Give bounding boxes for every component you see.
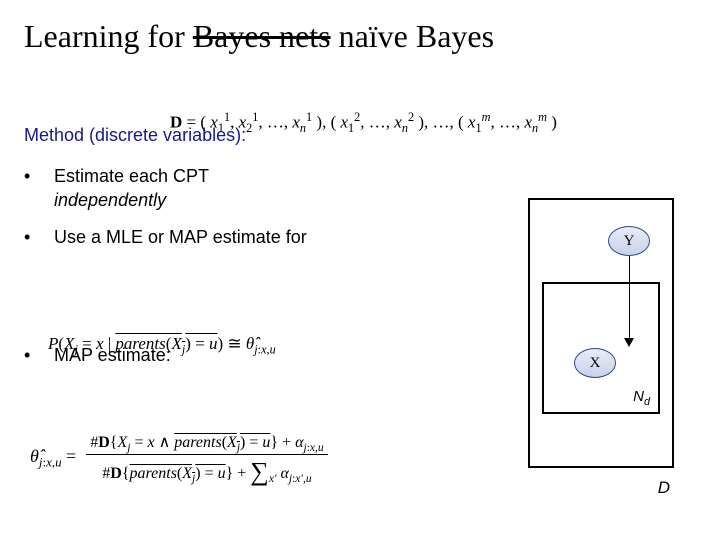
nd-sub: d xyxy=(644,396,650,408)
node-y-label: Y xyxy=(624,233,635,250)
slide-title: Learning for Bayes nets naïve Bayes xyxy=(0,0,720,55)
plate-inner-count: Nd xyxy=(633,388,650,408)
bullet-2-text: Use a MLE or MAP estimate for xyxy=(54,225,307,249)
node-x: X xyxy=(574,348,616,378)
formula-map-estimate: θ̂j:x,u = #D{Xj = x ∧ parents(Xj) = u} +… xyxy=(30,432,332,485)
plate-outer: Y X Nd xyxy=(528,198,674,468)
title-pre: Learning for xyxy=(24,18,193,54)
bullet-1a: Estimate each CPT xyxy=(54,166,209,186)
formula-probability: P(Xj = x | parents(Xj) = u) ≅ θ̂j:x,u xyxy=(48,334,276,357)
nd-letter: N xyxy=(633,388,644,405)
node-y: Y xyxy=(608,226,650,256)
plate-inner: X Nd xyxy=(542,282,660,414)
bullet-1b: independently xyxy=(54,190,166,210)
formula-dataset: D = ( x11, x21, …, xn1 ), ( x12, …, xn2 … xyxy=(170,110,557,136)
bullet-dot: • xyxy=(24,164,54,187)
bullet-1-text: Estimate each CPT independently xyxy=(54,164,209,213)
bullet-dot: • xyxy=(24,225,54,248)
title-strike: Bayes nets xyxy=(193,18,331,54)
title-post: naïve Bayes xyxy=(331,18,495,54)
node-x-label: X xyxy=(590,355,601,372)
plate-outer-count: D xyxy=(658,478,670,498)
